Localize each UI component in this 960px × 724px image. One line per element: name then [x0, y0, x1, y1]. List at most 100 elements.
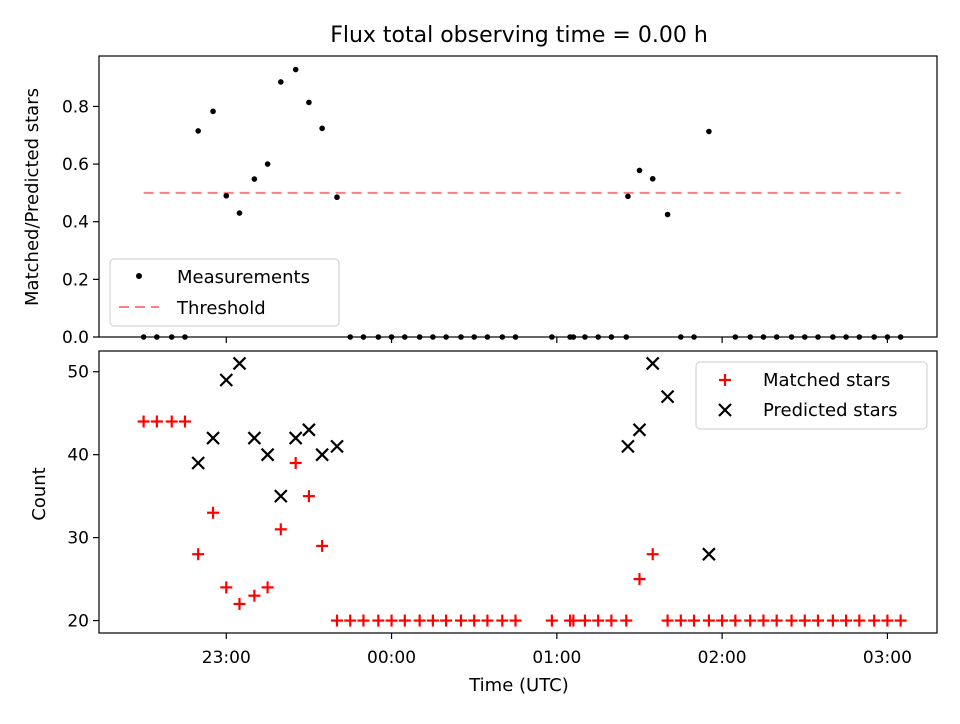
- matched-star-point: [716, 614, 729, 627]
- matched-star-point: [344, 614, 357, 627]
- predicted-star-point: [632, 423, 647, 437]
- predicted-star-point: [660, 389, 675, 404]
- measurement-point: [625, 193, 631, 200]
- predicted-star-point: [219, 373, 234, 387]
- measurement-point: [649, 175, 656, 182]
- bottom-y-tick-label: 30: [67, 529, 89, 549]
- matched-star-point: [605, 614, 618, 627]
- matched-star-point: [261, 581, 274, 594]
- x-tick-label: 03:00: [863, 648, 912, 668]
- matched-star-point: [881, 614, 894, 627]
- matched-star-point: [233, 597, 246, 610]
- matched-star-point: [150, 415, 163, 428]
- legend-predicted-marker: [718, 403, 732, 417]
- x-tick-label: 23:00: [202, 648, 251, 668]
- predicted-star-point: [232, 356, 247, 371]
- figure-title: Flux total observing time = 0.00 h: [330, 23, 708, 48]
- matched-star-point: [592, 614, 605, 627]
- matched-star-point: [688, 614, 701, 627]
- matched-star-point: [633, 573, 646, 586]
- matched-star-point: [674, 614, 687, 627]
- predicted-star-point: [702, 547, 716, 561]
- top-y-tick-label: 0.4: [62, 213, 89, 233]
- x-tick-label: 02:00: [698, 648, 747, 668]
- measurement-point: [278, 79, 284, 85]
- predicted-star-point: [330, 439, 344, 454]
- top-panel: 0.00.20.40.60.8 Matched/Predicted stars …: [22, 55, 938, 348]
- matched-star-point: [220, 581, 233, 594]
- predicted-star-point: [645, 356, 660, 371]
- x-axis-label: Time (UTC): [468, 675, 569, 696]
- matched-star-point: [440, 614, 453, 627]
- legend-measurements-label: Measurements: [177, 267, 310, 288]
- predicted-star-point: [191, 456, 205, 470]
- matched-star-point: [729, 614, 742, 627]
- measurement-point: [306, 99, 312, 106]
- matched-star-point: [192, 548, 205, 561]
- matched-star-point: [798, 614, 811, 627]
- matched-star-point: [468, 614, 481, 627]
- measurement-point: [236, 210, 243, 216]
- matched-star-point: [646, 548, 659, 561]
- matched-star-point: [757, 614, 770, 627]
- matched-star-point: [248, 589, 261, 602]
- matched-star-point: [567, 614, 580, 627]
- matched-star-point: [770, 614, 783, 627]
- legend-matched-marker: [719, 374, 731, 386]
- measurement-point: [195, 128, 201, 134]
- matched-star-point: [426, 614, 439, 627]
- measurement-point: [223, 192, 230, 199]
- legend-threshold-label: Threshold: [176, 298, 266, 319]
- top-plot-frame: [98, 55, 938, 338]
- bottom-legend-box: [695, 361, 928, 430]
- top-y-ticks: 0.0 0.2 0.4 0.6 0.8: [62, 97, 99, 348]
- matched-star-point: [357, 614, 370, 627]
- matched-star-point: [868, 614, 881, 627]
- matched-star-point: [481, 614, 494, 627]
- predicted-star-point: [274, 489, 288, 503]
- matched-star-points: [137, 415, 907, 627]
- matched-star-point: [165, 415, 178, 428]
- predicted-star-point: [288, 431, 303, 445]
- legend-measurement-marker: [136, 273, 142, 279]
- measurement-point: [210, 108, 216, 115]
- matched-star-point: [840, 614, 853, 627]
- bottom-y-tick-label: 20: [67, 612, 89, 632]
- bottom-y-ticks: 20 30 40 50: [67, 363, 99, 632]
- measurement-point: [292, 66, 299, 73]
- matched-star-point: [289, 456, 302, 469]
- matched-star-point: [545, 614, 558, 627]
- matched-star-point: [331, 614, 344, 627]
- matched-star-point: [826, 614, 839, 627]
- matched-star-point: [398, 614, 411, 627]
- matched-star-point: [302, 490, 315, 503]
- bottom-panel: 20 30 40 50 23:00 00:00 01:00 02:00 03:00 Count…: [29, 350, 938, 696]
- matched-star-point: [509, 614, 522, 627]
- bottom-y-tick-label: 40: [67, 446, 89, 466]
- matched-star-point: [578, 614, 591, 627]
- x-tick-label: 00:00: [367, 648, 416, 668]
- predicted-star-point: [302, 423, 316, 437]
- predicted-star-point: [206, 431, 220, 445]
- matched-star-point: [274, 523, 287, 536]
- top-legend: Measurements Threshold: [109, 258, 340, 327]
- measurement-point: [664, 211, 671, 218]
- bottom-x-ticks: 23:00 00:00 01:00 02:00 03:00: [202, 633, 912, 668]
- predicted-star-points: [191, 356, 716, 561]
- matched-star-point: [785, 614, 798, 627]
- x-tick-label: 01:00: [532, 648, 581, 668]
- matched-star-point: [702, 614, 715, 627]
- measurement-point: [319, 125, 325, 132]
- top-y-tick-label: 0.8: [62, 97, 89, 117]
- bottom-y-axis-label: Count: [29, 467, 50, 520]
- legend-matched-label: Matched stars: [763, 370, 890, 391]
- top-y-tick-label: 0.2: [62, 270, 89, 290]
- matched-star-point: [178, 415, 191, 428]
- predicted-star-point: [260, 447, 275, 462]
- measurement-points: [140, 66, 904, 340]
- measurement-point: [251, 176, 258, 182]
- top-y-tick-label: 0.0: [62, 328, 89, 348]
- measurement-point: [264, 161, 271, 167]
